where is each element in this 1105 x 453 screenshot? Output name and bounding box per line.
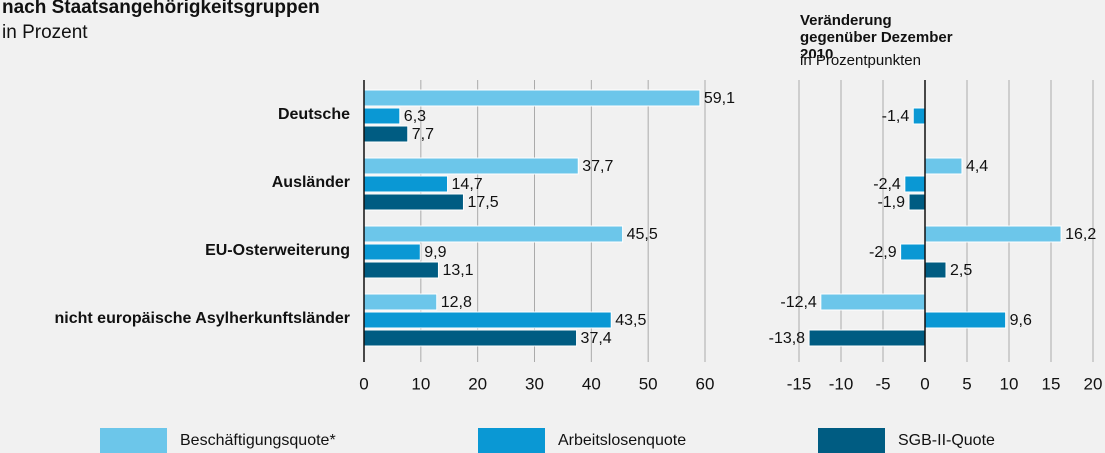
x-tick-label: 0 bbox=[359, 374, 368, 393]
bar bbox=[363, 193, 464, 211]
x-tick-label: 10 bbox=[411, 374, 430, 393]
bar bbox=[363, 225, 624, 243]
value-label: 17,5 bbox=[467, 194, 498, 211]
value-label: -1,9 bbox=[877, 194, 905, 211]
category-label: Deutsche bbox=[278, 106, 350, 123]
x-tick-label: 50 bbox=[639, 374, 658, 393]
x-tick-label: -15 bbox=[787, 374, 812, 393]
bar bbox=[820, 293, 926, 311]
value-label: 7,7 bbox=[412, 126, 434, 143]
bar bbox=[912, 107, 926, 125]
value-label: 2,5 bbox=[950, 262, 972, 279]
bar bbox=[900, 243, 926, 261]
value-label: 45,5 bbox=[627, 226, 658, 243]
bar bbox=[924, 261, 947, 279]
x-tick-label: 10 bbox=[1000, 374, 1019, 393]
x-tick-label: 20 bbox=[468, 374, 487, 393]
value-label: 59,1 bbox=[704, 90, 735, 107]
chart-subtitle: in Prozent bbox=[2, 22, 88, 43]
x-tick-label: 60 bbox=[696, 374, 715, 393]
legend-swatch bbox=[478, 428, 545, 453]
x-tick-label: 5 bbox=[962, 374, 971, 393]
category-label: Ausländer bbox=[272, 174, 350, 191]
bar bbox=[363, 293, 438, 311]
bar bbox=[363, 243, 421, 261]
value-label: -2,4 bbox=[873, 176, 901, 193]
x-tick-label: -10 bbox=[829, 374, 854, 393]
bar bbox=[363, 175, 449, 193]
right-title-box: Veränderung gegenüber Dezember 2010 bbox=[800, 12, 953, 58]
bar bbox=[363, 157, 579, 175]
value-label: 13,1 bbox=[442, 262, 473, 279]
bar bbox=[924, 225, 1062, 243]
legend-label: SGB-II-Quote bbox=[898, 432, 995, 449]
value-label: -1,4 bbox=[882, 108, 910, 125]
value-label: 14,7 bbox=[452, 176, 483, 193]
x-tick-label: 20 bbox=[1084, 374, 1103, 393]
value-label: 43,5 bbox=[615, 312, 646, 329]
x-tick-label: -5 bbox=[875, 374, 890, 393]
bar bbox=[908, 193, 926, 211]
bar bbox=[808, 329, 926, 347]
category-label: nicht europäische Asylherkunftsländer bbox=[55, 310, 350, 327]
value-label: -13,8 bbox=[769, 330, 806, 347]
legend-label: Beschäftigungsquote* bbox=[180, 432, 336, 449]
bar bbox=[924, 157, 963, 175]
right-subtitle: in Prozentpunkten bbox=[800, 52, 921, 69]
bar bbox=[363, 329, 578, 347]
value-label: 37,4 bbox=[581, 330, 612, 347]
value-label: 37,7 bbox=[582, 158, 613, 175]
x-tick-label: 0 bbox=[920, 374, 929, 393]
bar bbox=[363, 125, 409, 143]
legend-swatch bbox=[100, 428, 167, 453]
value-label: -2,9 bbox=[869, 244, 897, 261]
x-tick-label: 40 bbox=[582, 374, 601, 393]
value-label: 4,4 bbox=[966, 158, 988, 175]
legend-label: Arbeitslosenquote bbox=[558, 432, 686, 449]
value-label: 9,9 bbox=[424, 244, 446, 261]
x-tick-label: 30 bbox=[525, 374, 544, 393]
bar bbox=[363, 89, 701, 107]
value-label: 9,6 bbox=[1010, 312, 1032, 329]
bar bbox=[363, 261, 439, 279]
category-label: EU-Osterweiterung bbox=[205, 242, 350, 259]
x-tick-label: 15 bbox=[1042, 374, 1061, 393]
bar bbox=[924, 311, 1007, 329]
value-label: -12,4 bbox=[780, 294, 817, 311]
legend-swatch bbox=[818, 428, 885, 453]
bar bbox=[904, 175, 926, 193]
bar bbox=[363, 311, 612, 329]
value-label: 12,8 bbox=[441, 294, 472, 311]
right-title: Veränderung gegenüber Dezember 2010 bbox=[800, 12, 953, 58]
value-label: 16,2 bbox=[1065, 226, 1096, 243]
chart-title: nach Staatsangehörigkeitsgruppen bbox=[2, 0, 320, 18]
value-label: 6,3 bbox=[404, 108, 426, 125]
bar bbox=[363, 107, 401, 125]
